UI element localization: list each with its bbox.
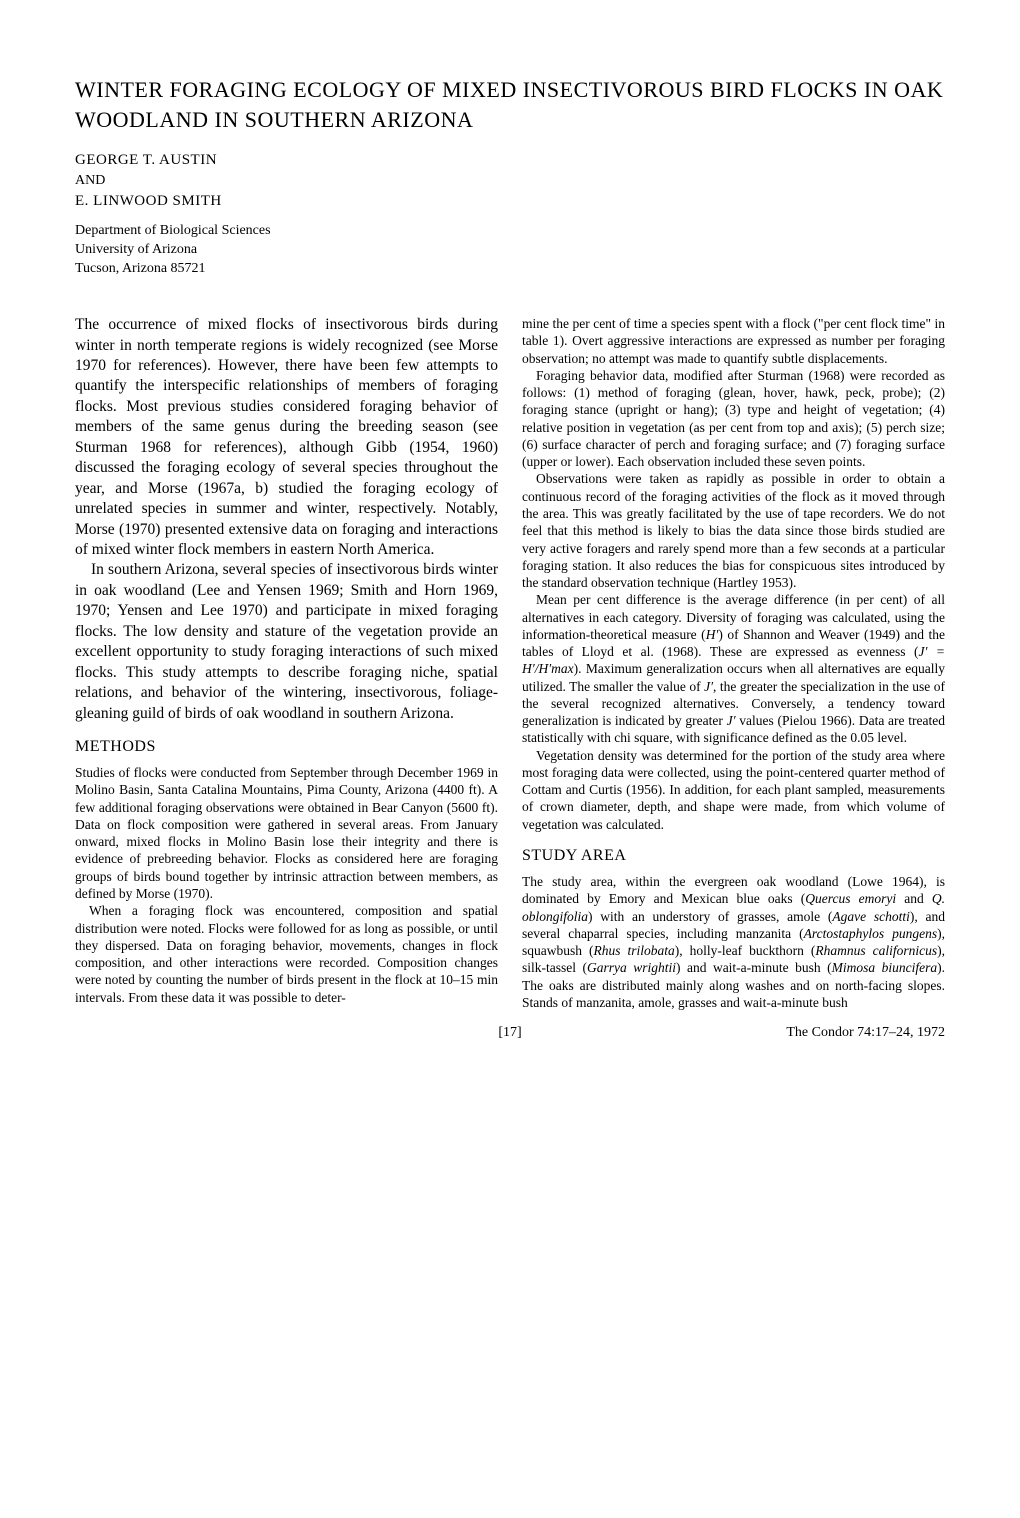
- study-area-paragraph: The study area, within the evergreen oak…: [522, 873, 945, 1011]
- species-name: Mimosa biuncifera: [832, 960, 937, 975]
- page-footer: [17] The Condor 74:17–24, 1972: [75, 1025, 945, 1041]
- methods-header: METHODS: [75, 738, 498, 756]
- journal-citation: The Condor 74:17–24, 1972: [655, 1025, 945, 1041]
- author-first: GEORGE T. AUSTIN: [75, 152, 945, 169]
- column-left: The occurrence of mixed flocks of insect…: [75, 315, 498, 1011]
- j-prime: J′: [704, 679, 713, 694]
- methods-cont-2: Foraging behavior data, modified after S…: [522, 367, 945, 471]
- affiliation: Department of Biological Sciences Univer…: [75, 222, 945, 279]
- species-name: Garrya wrightii: [587, 960, 676, 975]
- species-name: Arctostaphylos pungens: [804, 926, 937, 941]
- affiliation-city: Tucson, Arizona 85721: [75, 260, 945, 279]
- methods-cont-4: Mean per cent difference is the average …: [522, 591, 945, 746]
- author-and: AND: [75, 173, 945, 189]
- methods-paragraph-2: When a foraging flock was encountered, c…: [75, 902, 498, 1006]
- species-name: Rhamnus californicus: [815, 943, 937, 958]
- methods-cont-5: Vegetation density was determined for th…: [522, 747, 945, 833]
- species-name: Agave schotti: [832, 909, 909, 924]
- text-span: ) and wait-a-minute bush (: [676, 960, 832, 975]
- text-columns: The occurrence of mixed flocks of insect…: [75, 315, 945, 1011]
- author-second: E. LINWOOD SMITH: [75, 193, 945, 210]
- methods-cont-1: mine the per cent of time a species spen…: [522, 315, 945, 367]
- text-span: ), holly-leaf buckthorn (: [675, 943, 816, 958]
- intro-paragraph-2: In southern Arizona, several species of …: [75, 560, 498, 724]
- article-title: WINTER FORAGING ECOLOGY OF MIXED INSECTI…: [75, 75, 945, 134]
- h-prime: H′: [706, 627, 719, 642]
- study-area-header: STUDY AREA: [522, 847, 945, 865]
- footer-spacer: [75, 1025, 365, 1041]
- methods-paragraph-1: Studies of flocks were conducted from Se…: [75, 764, 498, 902]
- column-right: mine the per cent of time a species spen…: [522, 315, 945, 1011]
- text-span: and: [896, 891, 932, 906]
- page-number: [17]: [365, 1025, 655, 1041]
- text-span: ) with an understory of grasses, amole (: [588, 909, 832, 924]
- affiliation-dept: Department of Biological Sciences: [75, 222, 945, 241]
- species-name: Quercus emoryi: [805, 891, 896, 906]
- affiliation-univ: University of Arizona: [75, 241, 945, 260]
- j-prime: J′: [727, 713, 736, 728]
- intro-paragraph-1: The occurrence of mixed flocks of insect…: [75, 315, 498, 560]
- methods-cont-3: Observations were taken as rapidly as po…: [522, 470, 945, 591]
- species-name: Rhus trilobata: [594, 943, 675, 958]
